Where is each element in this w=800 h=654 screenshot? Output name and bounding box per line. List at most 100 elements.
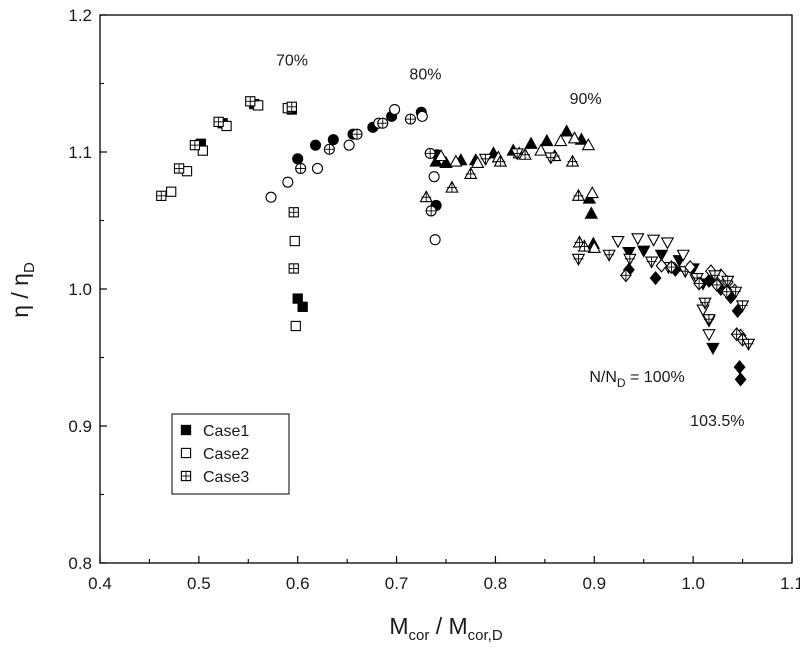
data-point-case3-diamond [665,260,678,275]
data-point-case3-triangle-down [708,270,722,283]
x-axis-title: Mcor / Mcor,D [389,613,503,644]
data-point-case3-square [245,96,256,107]
data-point-case3-square [156,190,167,201]
legend-label-case3: Case3 [203,469,249,486]
data-point-case3-diamond [710,277,723,292]
data-point-case2-circle [429,234,441,246]
data-point-case1-triangle-down [654,249,669,262]
data-point-case1-triangle-down [622,246,636,260]
data-point-case3-triangle-up [493,154,508,167]
data-point-case3-diamond [720,284,733,299]
data-point-case2-square [290,320,301,332]
data-point-case2-triangle-up [585,185,600,199]
data-point-case2-circle [428,171,440,183]
data-point-case3-triangle-down [602,249,616,262]
y-tick-label: 1.0 [68,280,92,299]
y-tick-label: 1.2 [68,6,92,25]
data-point-case2-triangle-down [676,249,690,262]
data-point-case3-circle [424,147,436,159]
data-point-case3-triangle-down [702,314,716,327]
data-point-case3-triangle-down [728,286,743,299]
data-point-case2-square [289,235,300,247]
data-point-case2-triangle-up [470,155,485,169]
data-point-case3-triangle-up [518,147,532,160]
data-point-case2-circle [282,176,294,188]
data-point-case3-circle [404,113,416,125]
data-point-case2-diamond [684,260,697,275]
data-point-case1-diamond [733,360,746,375]
data-point-case3-triangle-down [721,275,735,288]
data-point-case1-diamond [703,273,715,288]
data-point-case3-triangle-up [463,166,478,179]
data-point-case2-triangle-down [696,304,710,317]
data-point-case2-triangle-down [611,236,625,249]
data-point-case2-triangle-up [434,148,448,162]
data-point-case1-diamond [734,372,747,387]
data-point-case3-circle [295,162,307,174]
data-point-case3-circle [351,128,363,140]
x-tick-label: 1.1 [780,574,800,593]
data-point-case1-circle [292,153,304,165]
data-point-case2-circle [389,103,401,116]
annotation-label: 103.5% [690,413,744,430]
data-point-case2-diamond [655,258,668,273]
legend-marker-case2 [180,447,192,459]
data-point-case3-triangle-up [571,188,586,201]
data-point-case1-diamond [649,270,662,286]
data-point-case1-triangle-up [524,136,538,149]
x-tick-label: 0.4 [88,574,112,593]
y-axis-title: η / ηD [7,262,38,318]
legend-label-case2: Case2 [203,446,249,463]
data-point-case2-square [197,145,208,156]
y-tick-label: 0.8 [68,554,92,573]
x-tick-label: 0.8 [484,574,508,593]
data-point-case2-triangle-down [660,237,675,250]
axis-ticks: 0.4 0.5 0.6 0.7 0.8 0.9 1.0 1.1 0.8 0.9 1.0 1.1 1.2 [68,6,800,593]
data-point-case3-square [288,207,299,218]
data-point-case1-triangle-down [706,342,720,356]
data-point-case3-triangle-up [419,190,433,203]
data-point-case2-triangle-up [587,240,602,253]
data-point-case2-triangle-up [567,131,582,144]
annotation-label: 70% [276,53,308,70]
data-point-case2-triangle-up [581,138,596,151]
y-tick-label: 0.9 [68,417,92,436]
data-point-case2-triangle-up [449,154,463,167]
legend-marker-case1 [180,424,192,436]
data-point-case1-circle [327,134,339,146]
annotation-label: N/ND = 100% [589,369,684,390]
data-point-case1-triangle-up [584,206,599,219]
data-point-case1-triangle-up [559,124,574,137]
annotations: 70% 80% 90% N/ND = 100% 103.5% [276,53,744,430]
annotation-label: 80% [409,66,441,83]
data-point-case2-triangle-down [631,233,645,246]
data-point-case3-triangle-up [445,180,459,193]
legend-marker-case3 [180,470,192,482]
x-tick-label: 0.6 [286,574,310,593]
x-tick-label: 0.5 [187,574,211,593]
data-point-case3-triangle-down [735,300,750,313]
data-point-case2-triangle-up [534,143,548,156]
data-point-case3-square [189,140,201,151]
data-point-case3-triangle-down [741,338,756,351]
x-tick-label: 0.7 [385,574,409,593]
data-point-case3-triangle-down [510,148,524,161]
data-point-case1-triangle-up [439,155,453,169]
data-point-case3-triangle-up [577,239,592,252]
data-point-case2-triangle-up [553,133,568,147]
data-point-case1-triangle-down [636,245,651,258]
data-point-case2-circle [343,139,355,151]
data-point-case3-diamond [620,268,632,283]
data-point-case2-square [166,186,177,197]
x-tick-label: 0.9 [582,574,606,593]
data-point-case3-triangle-down [544,152,558,165]
data-point-case3-triangle-down [623,253,637,266]
legend-label-case1: Case1 [203,423,249,440]
legend-box [171,413,290,495]
data-point-case2-triangle-down [702,329,716,342]
data-point-case2-circle [265,191,277,203]
data-point-case1-triangle-up [540,133,554,147]
data-point-case2-triangle-down [646,234,661,247]
data-point-case3-triangle-down [644,256,659,269]
